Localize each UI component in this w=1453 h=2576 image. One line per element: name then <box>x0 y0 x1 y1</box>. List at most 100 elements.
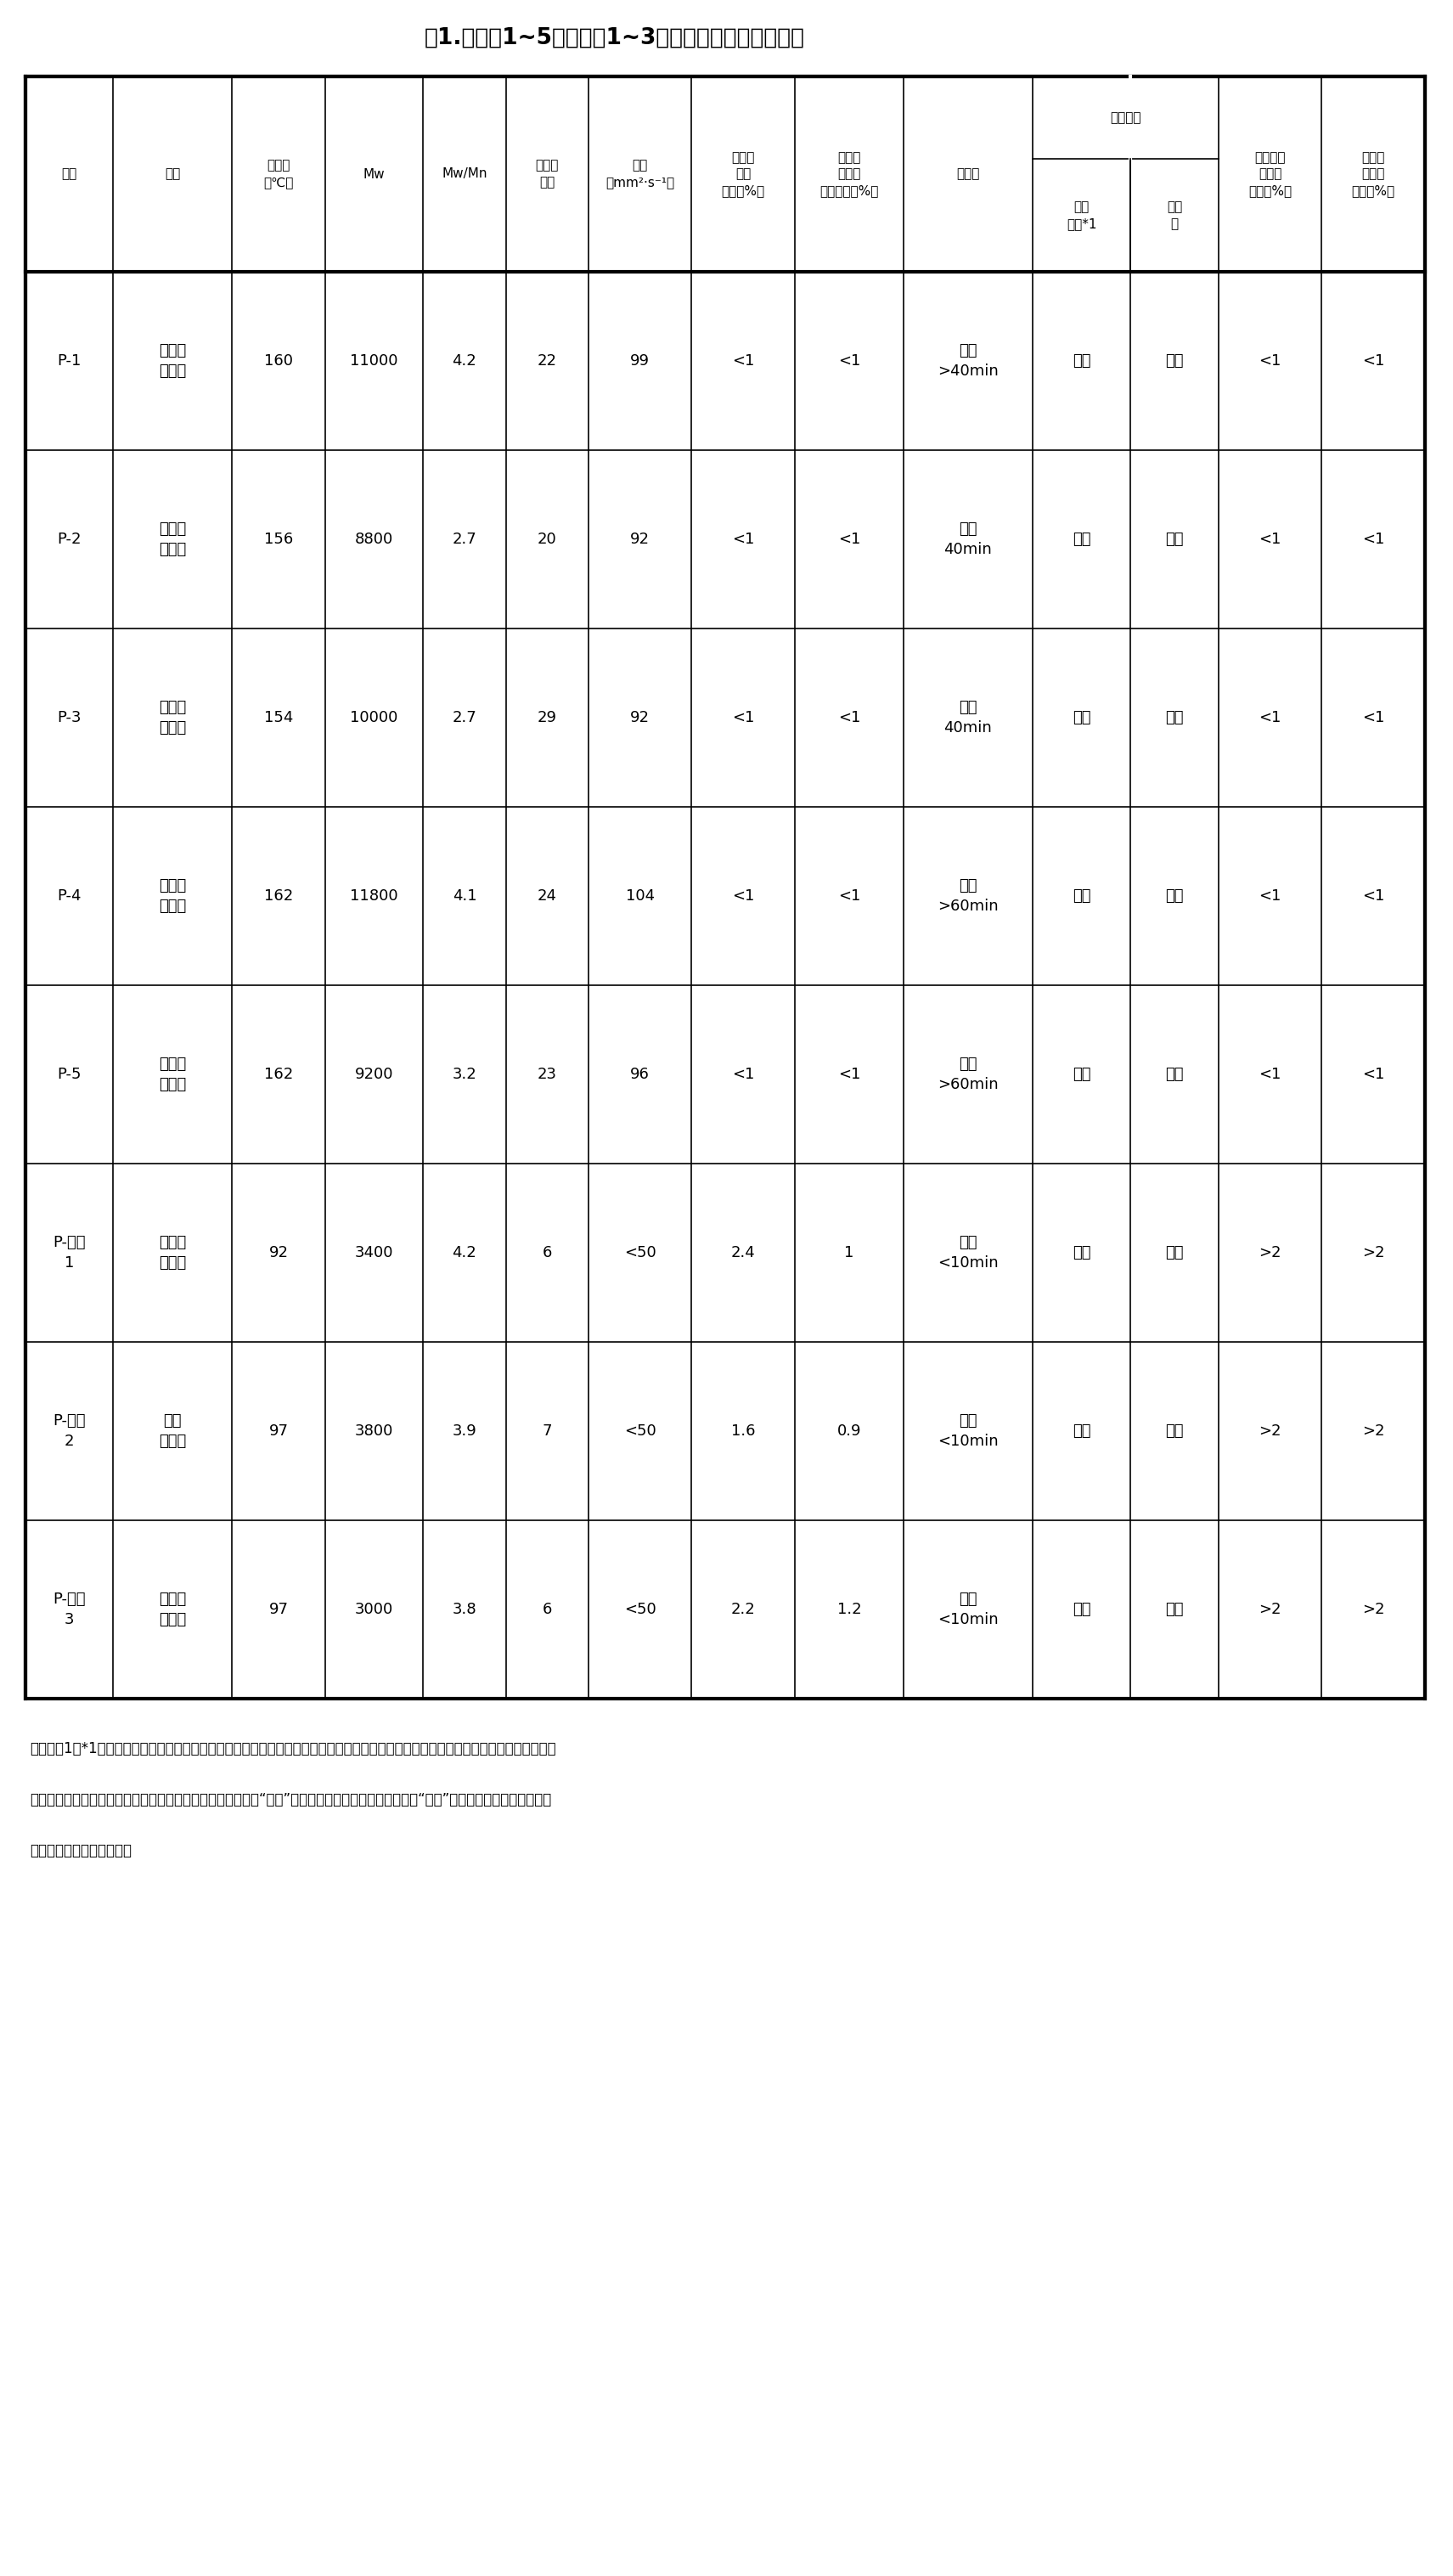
Bar <box>26 77 1425 1698</box>
Text: 3400: 3400 <box>355 1244 394 1260</box>
Text: 0.9: 0.9 <box>837 1425 862 1440</box>
Text: 二核体
含量
（重量%）: 二核体 含量 （重量%） <box>722 152 766 198</box>
Text: Mw: Mw <box>363 167 385 180</box>
Text: 可溶: 可溶 <box>1072 531 1091 546</box>
Text: <1: <1 <box>1361 353 1385 368</box>
Text: 99: 99 <box>631 353 649 368</box>
Text: 易溶
<10min: 易溶 <10min <box>937 1414 998 1448</box>
Text: 易溶
<10min: 易溶 <10min <box>937 1234 998 1270</box>
Text: 溶剂性能: 溶剂性能 <box>1110 111 1141 124</box>
Text: 平均核
体数: 平均核 体数 <box>536 160 559 188</box>
Text: 9200: 9200 <box>355 1066 394 1082</box>
Text: 环已
烷: 环已 烷 <box>1167 201 1183 229</box>
Text: 160: 160 <box>264 353 294 368</box>
Text: 可溶: 可溶 <box>1072 889 1091 904</box>
Text: 4.1: 4.1 <box>452 889 477 904</box>
Text: 97: 97 <box>269 1425 288 1440</box>
Text: 产物: 产物 <box>61 167 77 180</box>
Text: 24: 24 <box>538 889 556 904</box>
Text: 92: 92 <box>631 711 649 726</box>
Text: 2.7: 2.7 <box>452 711 477 726</box>
Text: 易溶: 易溶 <box>1072 1602 1091 1618</box>
Text: 可溶
40min: 可溶 40min <box>944 523 992 556</box>
Text: <1: <1 <box>838 353 860 368</box>
Text: 不溶: 不溶 <box>1165 1066 1184 1082</box>
Text: <1: <1 <box>1258 711 1282 726</box>
Text: >2: >2 <box>1258 1244 1282 1260</box>
Text: <1: <1 <box>1258 1066 1282 1082</box>
Text: 20: 20 <box>538 531 556 546</box>
Text: 不溶: 不溶 <box>1165 353 1184 368</box>
Text: 23: 23 <box>538 1066 556 1082</box>
Text: 1: 1 <box>844 1244 854 1260</box>
Text: 可溶: 可溶 <box>1072 353 1091 368</box>
Text: 树脂中
游离酚
含量（重量%）: 树脂中 游离酚 含量（重量%） <box>819 152 879 198</box>
Text: 淡黄透
明固体: 淡黄透 明固体 <box>158 1056 186 1092</box>
Text: 2.7: 2.7 <box>452 531 477 546</box>
Text: <1: <1 <box>838 711 860 726</box>
Text: <1: <1 <box>1361 889 1385 904</box>
Text: 97: 97 <box>269 1602 288 1618</box>
Text: P-3: P-3 <box>57 711 81 726</box>
Text: 表1.合成例1~5及对比例1~3产物的一般物理化学性能: 表1.合成例1~5及对比例1~3产物的一般物理化学性能 <box>424 28 805 49</box>
Text: 可溶
40min: 可溶 40min <box>944 701 992 734</box>
Text: 6: 6 <box>542 1244 552 1260</box>
Text: 1.2: 1.2 <box>837 1602 862 1618</box>
Text: >2: >2 <box>1361 1425 1385 1440</box>
Text: <1: <1 <box>838 1066 860 1082</box>
Text: <1: <1 <box>1258 353 1282 368</box>
Text: 易溶: 易溶 <box>1072 1244 1091 1260</box>
Text: 易溶
<10min: 易溶 <10min <box>937 1592 998 1628</box>
Text: <1: <1 <box>732 711 754 726</box>
Text: 2.2: 2.2 <box>731 1602 756 1618</box>
Text: 易溶: 易溶 <box>1072 711 1091 726</box>
Text: 4.2: 4.2 <box>452 353 477 368</box>
Text: P-5: P-5 <box>57 1066 81 1082</box>
Text: 10000: 10000 <box>350 711 398 726</box>
Text: 常用
溶剂*1: 常用 溶剂*1 <box>1067 201 1097 229</box>
Text: 可溶: 可溶 <box>1072 1066 1091 1082</box>
Text: <50: <50 <box>623 1244 657 1260</box>
Text: Mw/Mn: Mw/Mn <box>442 167 487 180</box>
Text: 104: 104 <box>626 889 654 904</box>
Text: 162: 162 <box>264 1066 294 1082</box>
Text: 淡黄透
明固体: 淡黄透 明固体 <box>158 701 186 734</box>
Text: P-1: P-1 <box>57 353 81 368</box>
Text: 不溶: 不溶 <box>1165 1602 1184 1618</box>
Text: 3.9: 3.9 <box>452 1425 477 1440</box>
Text: 1.6: 1.6 <box>731 1425 756 1440</box>
Text: <1: <1 <box>732 889 754 904</box>
Text: 淡黄透
明固体: 淡黄透 明固体 <box>158 523 186 556</box>
Text: <1: <1 <box>1258 531 1282 546</box>
Text: 易溶: 易溶 <box>1072 1425 1091 1440</box>
Text: <50: <50 <box>623 1425 657 1440</box>
Text: 难溶
>60min: 难溶 >60min <box>937 878 998 914</box>
Text: <1: <1 <box>1258 889 1282 904</box>
Text: <1: <1 <box>1361 711 1385 726</box>
Text: 可溶
>40min: 可溶 >40min <box>937 343 998 379</box>
Text: 162: 162 <box>264 889 294 904</box>
Text: 11000: 11000 <box>350 353 398 368</box>
Text: P-4: P-4 <box>57 889 81 904</box>
Text: <50: <50 <box>623 1602 657 1618</box>
Text: P-对比
3: P-对比 3 <box>52 1592 86 1628</box>
Text: >2: >2 <box>1361 1244 1385 1260</box>
Text: 软化点
（℃）: 软化点 （℃） <box>263 160 294 188</box>
Text: 不溶: 不溶 <box>1165 1244 1184 1260</box>
Text: 3.2: 3.2 <box>452 1066 477 1082</box>
Text: 淡黄透
明固体: 淡黄透 明固体 <box>158 1592 186 1628</box>
Text: 3000: 3000 <box>355 1602 394 1618</box>
Text: <1: <1 <box>1361 531 1385 546</box>
Text: 8800: 8800 <box>355 531 394 546</box>
Text: 黄透
明固体: 黄透 明固体 <box>158 1414 186 1448</box>
Text: 备注：表1中*1所代表的常用溶剂是指乙二醇独乙醚、乙二醇独甲醚、丙二醇独甲醚、环已酮和丁酮，将各合成例和对比例得到的树脂各自: 备注：表1中*1所代表的常用溶剂是指乙二醇独乙醚、乙二醇独甲醚、丙二醇独甲醚、环… <box>29 1741 556 1757</box>
Text: 不溶: 不溶 <box>1165 531 1184 546</box>
Text: <1: <1 <box>1361 1066 1385 1082</box>
Text: <1: <1 <box>838 889 860 904</box>
Text: P-对比
2: P-对比 2 <box>52 1414 86 1448</box>
Text: 92: 92 <box>269 1244 288 1260</box>
Text: 淡黄透
明固体: 淡黄透 明固体 <box>158 343 186 379</box>
Text: 3800: 3800 <box>355 1425 394 1440</box>
Text: 3.8: 3.8 <box>452 1602 477 1618</box>
Text: 156: 156 <box>264 531 294 546</box>
